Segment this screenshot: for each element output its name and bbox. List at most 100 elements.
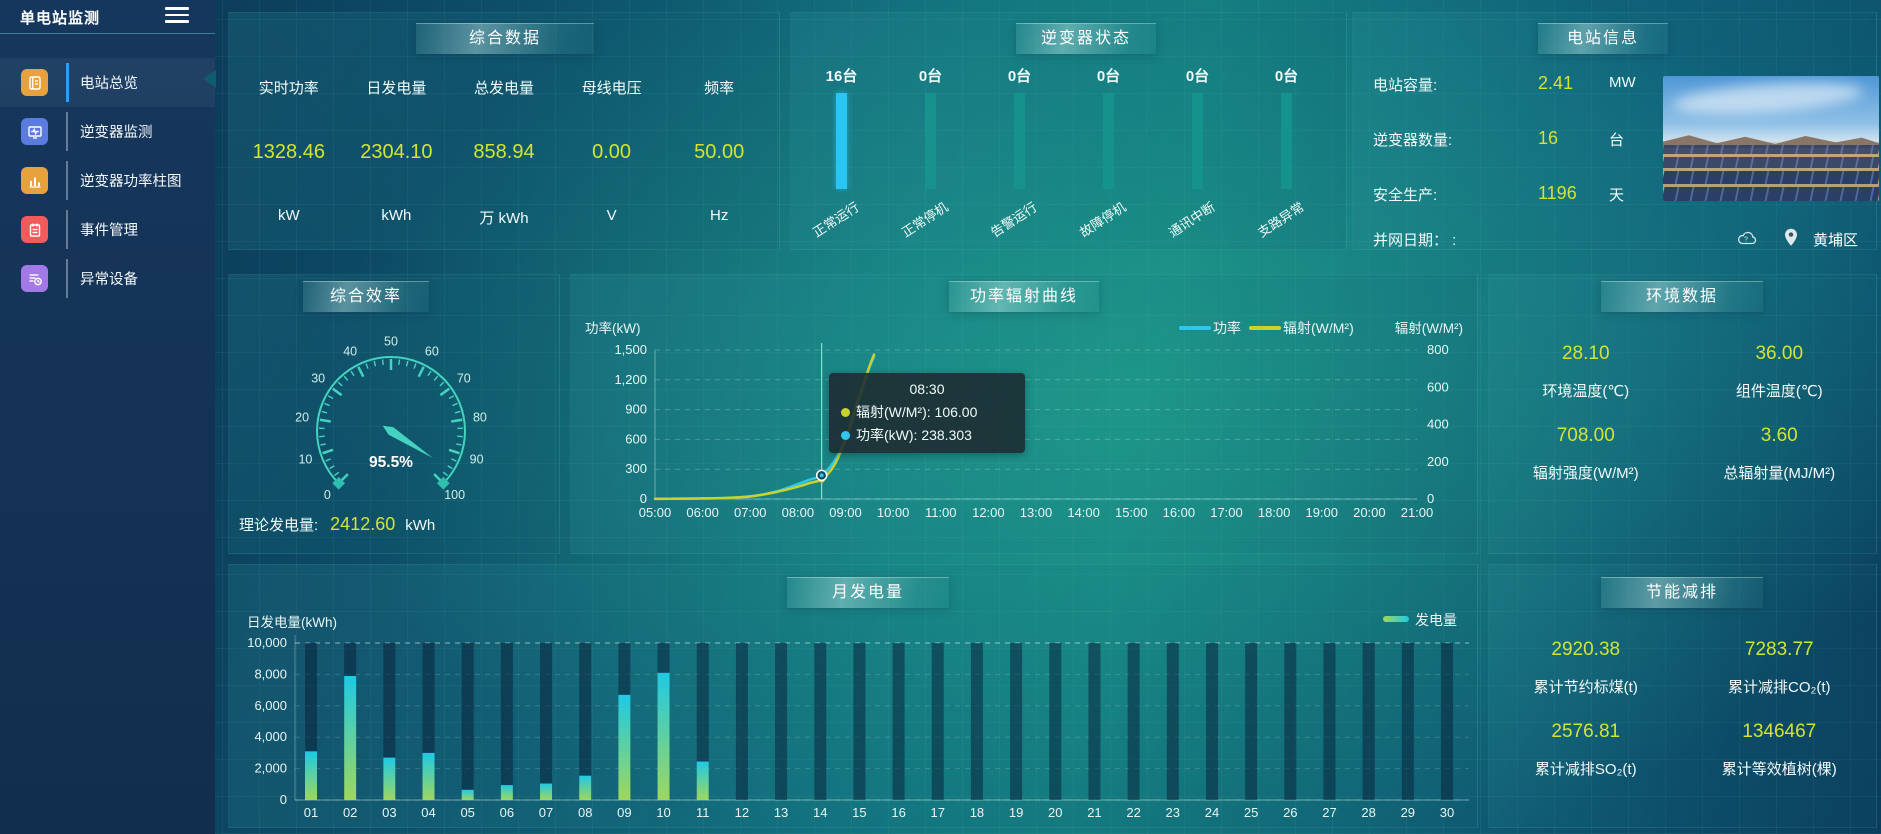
station-capacity-unit: MW — [1609, 74, 1636, 91]
station-capacity-value: 2.41 — [1538, 73, 1574, 93]
svg-text:24: 24 — [1205, 805, 1219, 820]
svg-text:09: 09 — [617, 805, 631, 820]
svg-text:02: 02 — [343, 805, 357, 820]
svg-text:19: 19 — [1009, 805, 1023, 820]
svg-text:08:00: 08:00 — [782, 505, 815, 520]
irradiance-label: 辐射强度(W/M²) — [1532, 465, 1639, 482]
module-temp-value: 36.00 — [1755, 343, 1804, 364]
category-label: 支路异常 — [1254, 199, 1307, 241]
coal-saved-value: 2920.38 — [1551, 639, 1621, 660]
active-indicator — [66, 63, 69, 102]
monthly-energy-chart[interactable]: 10,000 8,000 6,000 4,000 2,000 0 日发电量(kWh) 01 02… — [229, 565, 1477, 827]
svg-text:60: 60 — [425, 344, 439, 358]
count-label: 0台 — [1274, 68, 1299, 85]
metric-value: 858.94 — [473, 141, 535, 163]
status-bar — [1192, 93, 1203, 189]
sidebar-item-station-overview[interactable]: 电站总览 — [0, 58, 215, 107]
sidebar-item-event-management[interactable]: 事件管理 — [0, 205, 215, 254]
safe-production-value: 1196 — [1538, 183, 1577, 203]
inverter-status-chart[interactable]: 16台 正常运行 0台 正常停机 0台 告警运行 0台 故障停机 0台 — [797, 13, 1346, 240]
svg-text:14:00: 14:00 — [1067, 505, 1100, 520]
metric-total-energy: 总发电量 858.94 万 kWh — [450, 13, 558, 227]
svg-text:功率(kW): 功率(kW) — [585, 320, 640, 336]
sidebar-item-label: 事件管理 — [80, 223, 138, 239]
svg-text:04: 04 — [421, 805, 435, 820]
district-label[interactable]: 黄埔区 — [1812, 232, 1858, 249]
svg-text:1,500: 1,500 — [614, 342, 647, 357]
svg-text:05: 05 — [460, 805, 474, 820]
env-temp-value: 28.10 — [1561, 343, 1610, 364]
app-title: 单电站监测 — [20, 10, 101, 27]
svg-text:18:00: 18:00 — [1258, 505, 1291, 520]
inverter-count-value: 16 — [1538, 128, 1559, 148]
svg-text:30: 30 — [311, 372, 325, 386]
svg-text:0: 0 — [324, 488, 331, 502]
env-temp-label: 环境温度(℃) — [1542, 383, 1630, 400]
svg-text:22: 22 — [1126, 805, 1140, 820]
svg-text:0: 0 — [280, 792, 287, 807]
sidebar-item-abnormal-devices[interactable]: 异常设备 — [0, 254, 215, 303]
monitor-pulse-icon — [21, 118, 48, 145]
total-radiation-value: 3.60 — [1760, 425, 1798, 446]
svg-text:0: 0 — [1427, 491, 1434, 506]
svg-text:6,000: 6,000 — [254, 698, 287, 713]
svg-text:8,000: 8,000 — [254, 666, 287, 681]
metric-value: 2304.10 — [360, 141, 433, 163]
svg-text:20: 20 — [295, 410, 309, 424]
svg-text:21:00: 21:00 — [1401, 505, 1434, 520]
svg-text:29: 29 — [1401, 805, 1415, 820]
metric-unit: kW — [277, 207, 300, 224]
metric-frequency: 频率 50.00 Hz — [665, 13, 773, 227]
sidebar-item-inverter-power-bars[interactable]: 逆变器功率柱图 — [0, 156, 215, 205]
panel-inverter-status: 逆变器状态 16台 正常运行 0台 正常停机 0台 告警运行 0台 故障停机 — [790, 12, 1347, 250]
svg-text:0: 0 — [640, 491, 647, 506]
panel-title: 节能减排 — [1601, 577, 1763, 608]
panel-efficiency: 综合效率 0 10 20 30 40 50 60 70 80 90 100 95.5% 理论发电量: 2… — [228, 274, 560, 554]
svg-text:18: 18 — [970, 805, 984, 820]
location-pin-icon[interactable] — [1784, 228, 1798, 252]
svg-text:21: 21 — [1087, 805, 1101, 820]
theory-unit: kWh — [405, 517, 436, 534]
svg-text:17:00: 17:00 — [1210, 505, 1243, 520]
divider — [66, 112, 68, 151]
metric-realtime-power: 实时功率 1328.46 kW — [235, 13, 343, 227]
tooltip-radiation-row: 辐射(W/M²): 106.00 — [841, 402, 1013, 422]
svg-text:16: 16 — [891, 805, 905, 820]
metric-unit: Hz — [710, 207, 729, 224]
weather-cloud-icon[interactable]: ? — [1736, 230, 1758, 251]
count-label: 0台 — [918, 68, 943, 85]
panel-energy-savings: 节能减排 2920.38 7283.77 累计节约标煤(t) 累计减排CO₂(t… — [1488, 564, 1877, 828]
svg-text:06:00: 06:00 — [686, 505, 719, 520]
category-label: 正常停机 — [898, 199, 951, 241]
svg-text:11:00: 11:00 — [925, 505, 957, 520]
count-label: 0台 — [1096, 68, 1121, 85]
photo-solar-panels — [1663, 143, 1879, 201]
svg-text:1,200: 1,200 — [614, 372, 647, 387]
svg-text:100: 100 — [444, 488, 465, 502]
svg-text:09:00: 09:00 — [829, 505, 862, 520]
sidebar-item-inverter-monitor[interactable]: 逆变器监测 — [0, 107, 215, 156]
divider — [66, 210, 68, 249]
svg-text:4,000: 4,000 — [254, 729, 287, 744]
hamburger-menu-icon[interactable] — [165, 7, 189, 25]
sidebar: 单电站监测 电站总览 逆变器监测 — [0, 0, 215, 834]
svg-text:28: 28 — [1361, 805, 1375, 820]
panel-title: 逆变器状态 — [1016, 23, 1156, 54]
inverter-status-branch-abnormal: 0台 支路异常 — [1242, 13, 1331, 240]
panel-monthly-energy: 月发电量 10,000 8,000 6,000 4,000 2,000 0 日发电量(kWh… — [228, 564, 1478, 828]
metric-unit: 万 kWh — [479, 210, 529, 227]
environment-grid: 28.10 36.00 环境温度(℃) 组件温度(℃) 708.00 3.60 … — [1489, 339, 1876, 503]
tooltip-power-row: 功率(kW): 238.303 — [841, 425, 1013, 445]
chart-tooltip: 08:30 辐射(W/M²): 106.00 功率(kW): 238.303 — [829, 373, 1025, 453]
svg-text:07:00: 07:00 — [734, 505, 767, 520]
status-bar — [836, 93, 847, 189]
svg-text:05:00: 05:00 — [639, 505, 672, 520]
metric-value: 0.00 — [592, 141, 632, 163]
efficiency-gauge[interactable]: 0 10 20 30 40 50 60 70 80 90 100 95.5% — [229, 295, 559, 543]
sidebar-collapse-arrow[interactable] — [203, 70, 216, 88]
svg-text:辐射(W/M²): 辐射(W/M²) — [1283, 320, 1354, 336]
svg-text:300: 300 — [625, 461, 647, 476]
category-label: 故障停机 — [1076, 199, 1129, 241]
metric-value: 1328.46 — [252, 141, 325, 163]
